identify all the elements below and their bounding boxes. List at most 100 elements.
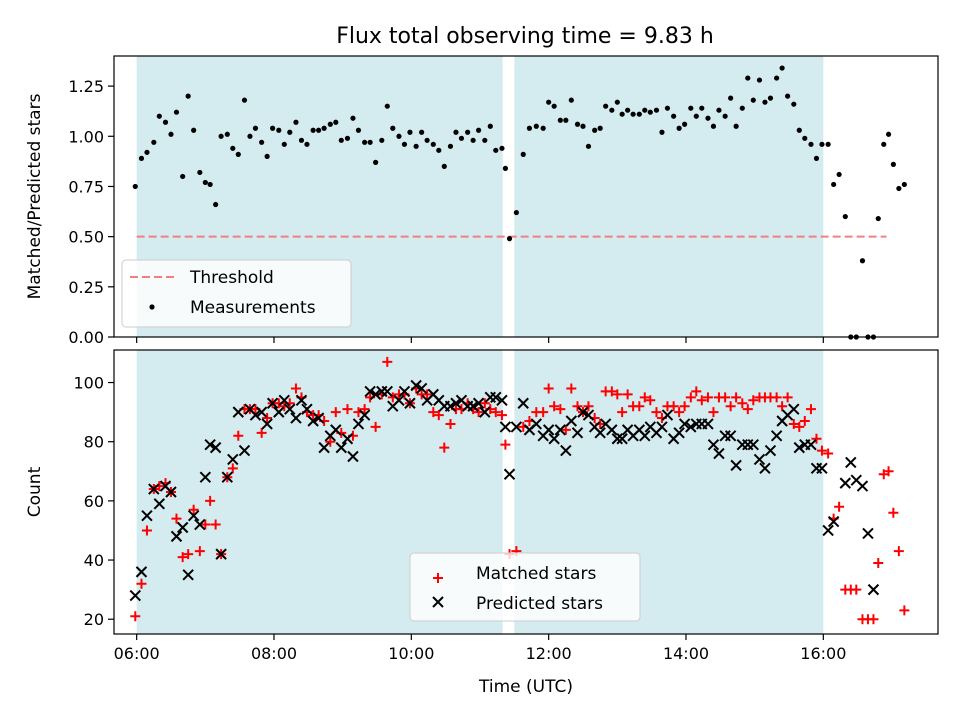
data-point [560,424,571,435]
data-point [647,109,653,115]
data-point [428,407,439,418]
data-point [705,115,711,121]
legend: Matched stars Predicted stars [409,552,641,622]
data-point [413,143,419,149]
data-point [540,125,546,131]
data-point [805,404,816,415]
legend-label: Predicted stars [476,594,603,614]
data-point [756,77,763,83]
data-point [238,444,251,457]
data-point [796,127,802,133]
data-point [209,441,222,454]
y-tick-label: 60 [84,492,104,511]
data-point [490,407,501,418]
data-point [868,614,879,625]
data-point [165,486,177,498]
data-point [200,519,211,530]
data-point [310,127,316,133]
data-point [424,137,430,143]
x-tick-label: 16:00 [800,644,846,663]
data-point [813,155,820,161]
shaded-interval [514,56,824,337]
axes-frame [113,55,939,338]
data-point [344,135,351,141]
y-tick-label: 80 [84,433,104,452]
data-point [799,416,810,426]
data-point [661,409,674,421]
data-point [816,462,828,475]
data-point [636,111,642,117]
data-point [129,589,141,602]
data-point [444,400,457,412]
data-point [170,530,183,543]
data-point [779,65,785,71]
data-point [862,527,874,540]
data-point [899,605,910,616]
data-point [301,403,313,415]
data-point [453,129,459,135]
data-point [273,406,285,418]
data-point [144,149,150,155]
data-point [630,111,636,117]
data-point [141,525,152,536]
data-point [753,453,766,466]
data-point [614,99,620,105]
data-point [188,504,199,515]
y-axis-label: Count [25,466,45,517]
data-point [379,137,385,143]
data-point [381,385,394,398]
data-point [517,397,529,409]
data-point [194,546,205,557]
data-point [811,433,822,444]
data-point [493,147,499,153]
series-predicted-stars [129,379,880,602]
data-point [767,95,774,101]
data-point [651,407,662,418]
data-point [827,515,840,528]
data-point [653,107,660,113]
data-point [642,107,648,113]
data-point [538,407,549,418]
legend-predicted-swatch [432,596,444,608]
data-point [625,107,631,113]
x-tick-label: 12:00 [526,644,572,663]
data-point [533,123,539,129]
data-point [691,386,702,397]
data-point [347,450,359,463]
data-point [207,181,213,188]
data-point [546,99,552,105]
data-point [617,407,628,418]
data-point [441,163,447,169]
y-axis-label: Matched/Predicted stars [25,93,45,299]
data-point [678,418,691,430]
legend-box [409,552,641,622]
x-tick-label: 08:00 [251,644,297,663]
legend-label: Measurements [190,298,316,318]
data-point [252,125,259,131]
chart-title: Flux total observing time = 9.83 h [336,24,714,49]
data-point [499,421,512,433]
x-tick-label: 06:00 [114,644,160,663]
data-point [688,105,694,111]
x-tick-label: 10:00 [388,644,434,663]
data-point [557,117,563,123]
data-point [606,386,617,397]
data-point [606,424,618,436]
data-point [825,141,831,147]
data-point [693,113,699,119]
data-point [255,406,268,418]
data-point [233,430,244,441]
data-point [213,201,219,208]
data-point [502,165,508,171]
y-tick-label: 0.75 [68,177,104,196]
legend: Threshold Measurements [121,259,352,328]
data-point [312,412,325,424]
data-point [612,389,623,400]
data-point [210,519,221,530]
data-point [270,125,276,131]
data-point [266,397,279,409]
data-point [227,463,238,474]
data-point [182,569,194,581]
series-measurements [132,65,907,340]
data-point [202,179,208,186]
